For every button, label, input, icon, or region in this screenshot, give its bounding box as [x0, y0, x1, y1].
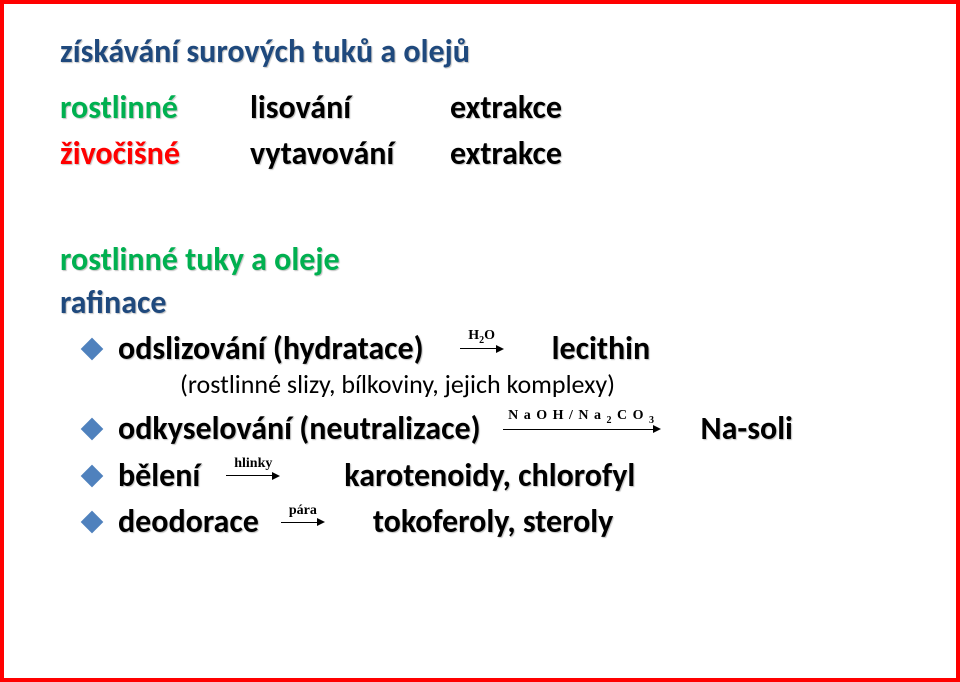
bullet-beleni: bělení hlinky karotenoidy, chlorofyl — [60, 453, 900, 499]
odkys-label: odkyselování (neutralizace) — [118, 406, 481, 452]
arrow-naoh-label: N a O H / N a 2 C O 3 — [508, 406, 655, 428]
bullet-odslizovani: odslizování (hydratace) H2O lecithin — [60, 326, 900, 372]
arrow-h2o: H2O — [460, 334, 504, 364]
odsliz-label: odslizování (hydratace) — [118, 326, 424, 372]
diamond-icon — [81, 338, 104, 361]
row2-mid: vytavování — [250, 131, 450, 177]
section-heading: rostlinné tuky a oleje — [60, 240, 900, 279]
slide: získávání surových tuků a olejů rostlinn… — [0, 0, 960, 682]
bullet-odkyselovani: odkyselování (neutralizace) N a O H / N … — [60, 406, 900, 452]
arrow-hlinky-label: hlinky — [234, 454, 272, 474]
odsliz-subnote: (rostlinné slizy, bílkoviny, jejich komp… — [180, 368, 900, 400]
deodor-label: deodorace — [118, 499, 259, 545]
row2-right: extrakce — [450, 131, 562, 177]
arrow-para-label: pára — [289, 501, 317, 521]
diamond-icon — [81, 464, 104, 487]
bullet-deodorace: deodorace pára tokoferoly, steroly — [60, 499, 900, 545]
beleni-result: karotenoidy, chlorofyl — [344, 453, 635, 499]
diamond-icon — [81, 418, 104, 441]
deodor-result: tokoferoly, steroly — [373, 499, 613, 545]
row1-right: extrakce — [450, 85, 562, 131]
odkys-result: Na-soli — [701, 406, 793, 452]
odsliz-result: lecithin — [552, 326, 651, 372]
row1-mid: lisování — [250, 85, 450, 131]
arrow-hlinky: hlinky — [226, 461, 280, 491]
arrow-h2o-label: H2O — [468, 326, 495, 348]
row-zivocisne: živočišné vytavování extrakce — [60, 131, 900, 177]
row1-left: rostlinné — [60, 85, 250, 131]
beleni-label: bělení — [118, 453, 200, 499]
arrow-para: pára — [281, 507, 325, 537]
row2-left: živočišné — [60, 131, 250, 177]
row-rostlinne: rostlinné lisování extrakce — [60, 85, 900, 131]
diamond-icon — [81, 511, 104, 534]
subsection-heading: rafinace — [60, 283, 900, 322]
arrow-naoh: N a O H / N a 2 C O 3 — [503, 414, 661, 444]
slide-title: získávání surových tuků a olejů — [60, 32, 900, 71]
